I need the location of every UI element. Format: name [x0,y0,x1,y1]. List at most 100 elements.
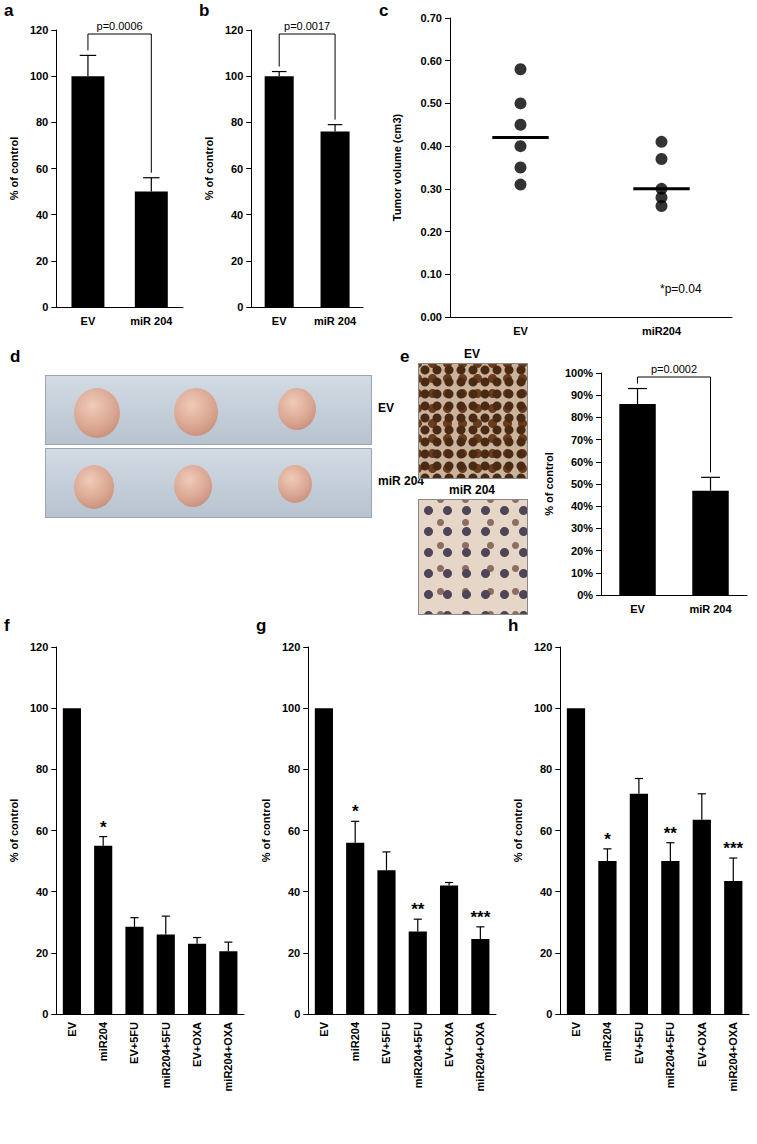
svg-text:0.60: 0.60 [421,55,442,67]
svg-text:80: 80 [231,116,243,128]
svg-text:miR204+5FU: miR204+5FU [160,1022,172,1088]
svg-text:h: h [508,616,518,635]
svg-text:f: f [4,616,10,635]
svg-text:0: 0 [237,301,243,313]
svg-text:70%: 70% [571,434,593,446]
svg-text:0: 0 [294,1008,300,1020]
svg-text:100: 100 [534,702,552,714]
svg-text:EV+5FU: EV+5FU [380,1022,392,1064]
svg-text:EV+OXA: EV+OXA [191,1022,203,1067]
svg-text:0.10: 0.10 [421,268,442,280]
svg-text:**: ** [664,824,678,843]
svg-text:20%: 20% [571,545,593,557]
svg-text:100%: 100% [565,367,593,379]
svg-text:g: g [256,616,266,635]
svg-text:100: 100 [225,70,243,82]
svg-text:miR204+5FU: miR204+5FU [664,1022,676,1088]
svg-text:80: 80 [36,763,48,775]
svg-text:0: 0 [546,1008,552,1020]
svg-text:EV+OXA: EV+OXA [443,1022,455,1067]
svg-text:p=0.0002: p=0.0002 [651,363,697,375]
svg-text:***: *** [470,908,490,927]
svg-text:0.40: 0.40 [421,140,442,152]
svg-text:miR204: miR204 [349,1021,361,1061]
svg-text:120: 120 [225,24,243,36]
svg-text:60: 60 [36,825,48,837]
svg-text:% of control: % of control [512,799,524,863]
svg-text:50%: 50% [571,478,593,490]
svg-text:% of control: % of control [8,137,20,201]
svg-text:20: 20 [231,255,243,267]
svg-text:miR204: miR204 [642,325,682,337]
svg-text:100: 100 [30,70,48,82]
svg-text:40: 40 [36,209,48,221]
svg-text:60: 60 [288,825,300,837]
svg-text:*: * [604,830,611,849]
svg-text:b: b [199,1,209,20]
svg-text:c: c [379,1,388,20]
svg-text:p=0.0006: p=0.0006 [97,20,143,32]
svg-text:0: 0 [42,1008,48,1020]
svg-text:40: 40 [288,886,300,898]
svg-text:EV: EV [513,325,528,337]
svg-text:miR204+OXA: miR204+OXA [727,1022,739,1091]
svg-text:miR204+OXA: miR204+OXA [474,1022,486,1091]
svg-text:40: 40 [36,886,48,898]
svg-text:Tumor volume (cm3): Tumor volume (cm3) [391,113,403,221]
svg-text:***: *** [723,839,743,858]
svg-text:0.20: 0.20 [421,226,442,238]
svg-text:40%: 40% [571,500,593,512]
svg-text:miR204: miR204 [97,1021,109,1061]
svg-text:60: 60 [540,825,552,837]
svg-text:120: 120 [282,641,300,653]
svg-text:miR204+OXA: miR204+OXA [222,1022,234,1091]
svg-text:20: 20 [36,947,48,959]
svg-text:60: 60 [231,163,243,175]
svg-text:0: 0 [42,301,48,313]
svg-text:80%: 80% [571,411,593,423]
svg-text:20: 20 [288,947,300,959]
svg-text:EV: EV [81,315,96,327]
svg-text:p=0.0017: p=0.0017 [284,20,330,32]
svg-text:EV+5FU: EV+5FU [633,1022,645,1064]
svg-text:60%: 60% [571,456,593,468]
svg-text:EV+5FU: EV+5FU [128,1022,140,1064]
svg-text:EV: EV [570,1021,582,1036]
svg-text:80: 80 [540,763,552,775]
svg-text:EV: EV [318,1021,330,1036]
svg-text:100: 100 [30,702,48,714]
svg-text:% of control: % of control [543,452,555,516]
svg-text:0.00: 0.00 [421,311,442,323]
svg-text:0.50: 0.50 [421,97,442,109]
svg-text:miR204: miR204 [601,1021,613,1061]
svg-text:*: * [100,818,107,837]
svg-text:20: 20 [540,947,552,959]
svg-text:EV: EV [66,1021,78,1036]
svg-text:% of control: % of control [8,799,20,863]
svg-text:120: 120 [534,641,552,653]
svg-text:miR 204: miR 204 [130,315,173,327]
svg-text:40: 40 [231,209,243,221]
svg-text:90%: 90% [571,389,593,401]
svg-text:100: 100 [282,702,300,714]
svg-text:EV+OXA: EV+OXA [696,1022,708,1067]
svg-text:120: 120 [30,24,48,36]
svg-text:a: a [4,1,14,20]
svg-text:10%: 10% [571,567,593,579]
svg-text:20: 20 [36,255,48,267]
svg-text:60: 60 [36,163,48,175]
svg-text:EV: EV [630,603,645,615]
svg-text:*p=0.04: *p=0.04 [660,282,702,296]
svg-text:120: 120 [30,641,48,653]
svg-text:0%: 0% [577,589,593,601]
svg-text:0.30: 0.30 [421,183,442,195]
svg-text:miR 204: miR 204 [689,603,732,615]
svg-text:0.70: 0.70 [421,12,442,24]
svg-text:40: 40 [540,886,552,898]
svg-text:80: 80 [288,763,300,775]
svg-text:% of control: % of control [203,137,215,201]
svg-text:30%: 30% [571,522,593,534]
svg-text:miR204+5FU: miR204+5FU [412,1022,424,1088]
svg-text:EV: EV [272,315,287,327]
svg-text:% of control: % of control [260,799,272,863]
